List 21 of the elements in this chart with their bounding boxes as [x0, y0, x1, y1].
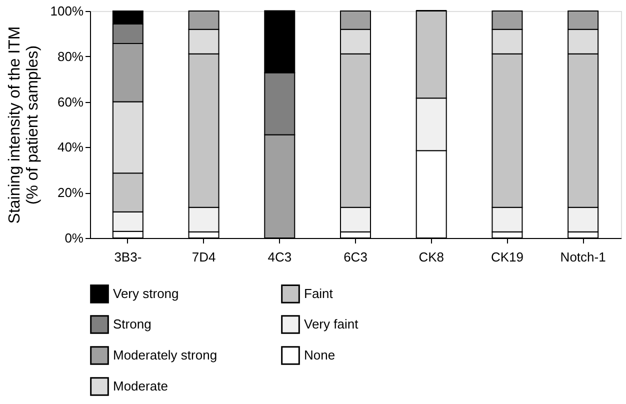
- y-tick-label: 0%: [64, 230, 84, 246]
- x-tick-label: 4C3: [268, 250, 292, 264]
- x-tick-label: 7D4: [192, 250, 216, 264]
- x-tick-label: 3B3-: [114, 250, 142, 264]
- legend-label: Very strong: [113, 286, 179, 301]
- y-axis-title: Staining intensity of the ITM (% of patient samples): [6, 26, 42, 224]
- legend-label: Faint: [304, 286, 334, 301]
- x-tick-label: 6C3: [344, 250, 368, 264]
- x-tick-label: CK19: [490, 250, 524, 264]
- y-tick-label: 40%: [57, 140, 84, 155]
- y-tick-label: 100%: [50, 4, 84, 18]
- legend-label: Moderate: [113, 378, 168, 394]
- legend-label: Very faint: [304, 316, 359, 332]
- legend-label: None: [304, 348, 336, 362]
- legend-label: Moderately strong: [113, 348, 218, 362]
- legend-label: Strong: [113, 316, 152, 332]
- y-tick-label: 20%: [57, 185, 84, 200]
- y-tick-label: 60%: [57, 94, 84, 110]
- x-tick-label: CK8: [418, 250, 444, 264]
- y-tick-label: 80%: [57, 48, 84, 64]
- x-tick-label: Notch-1: [560, 250, 606, 264]
